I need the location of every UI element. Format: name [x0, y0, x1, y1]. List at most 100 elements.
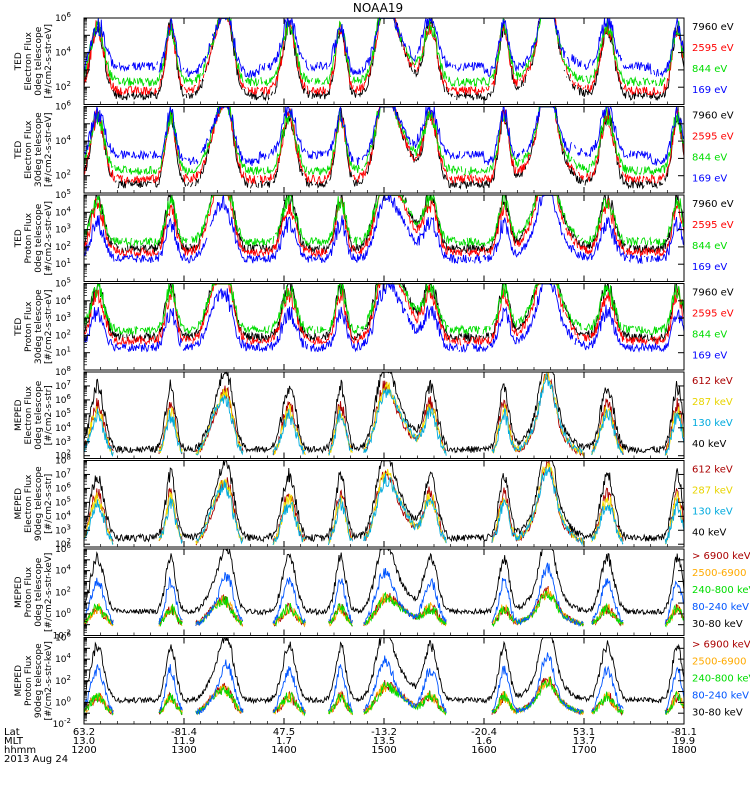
y-axis-label-line: [#/cm2-s-str-eV]: [44, 289, 54, 364]
y-axis-label-line: [#/cm2-s-str-eV]: [44, 24, 54, 99]
axis-row-value: 1600: [471, 745, 496, 756]
legend-entry: 80-240 keV: [692, 691, 749, 702]
y-tick-exponent: 5: [67, 407, 71, 415]
y-axis-label: MEPEDProton Flux0deg telescope[#/cm2-s-s…: [14, 553, 54, 632]
y-tick-label: 102: [55, 674, 71, 687]
legend-entry: 2595 eV: [692, 309, 734, 320]
axis-row-value: 1800: [671, 745, 696, 756]
y-tick-exponent: 4: [67, 134, 72, 142]
y-axis-label-line: Electron Flux: [24, 474, 34, 533]
y-tick-exponent: 4: [67, 421, 72, 429]
series-meped-proton-90deg-4: [83, 637, 685, 705]
series-meped-proton-0deg-0: [83, 585, 685, 628]
y-axis-label-line: [#/cm2-s-str-keV]: [44, 553, 54, 632]
series-ted-electron-0deg-2: [83, 16, 685, 88]
series-ted-electron-0deg-3: [83, 17, 685, 79]
axis-row-value: 1400: [271, 745, 296, 756]
y-tick-exponent: 0: [67, 607, 71, 615]
legend-entry: 287 keV: [692, 397, 733, 408]
y-tick-label: 107: [55, 467, 71, 480]
y-tick-exponent: 3: [67, 435, 71, 443]
axis-row-value: 47.5: [273, 727, 295, 738]
y-tick-exponent: 4: [67, 46, 72, 54]
y-tick-label: 10-2: [53, 717, 71, 730]
legend: 612 keV 287 keV 130 keV 40 keV: [692, 376, 733, 450]
axis-row-value: -81.1: [671, 727, 697, 738]
legend-entry: 7960 eV: [692, 199, 734, 210]
y-axis-label: TEDElectron Flux0deg telescope[#/cm2-s-s…: [14, 24, 54, 99]
y-tick-label: 104: [55, 652, 71, 665]
y-tick-label: 106: [55, 481, 71, 494]
axis-row-value: 13.7: [573, 736, 595, 747]
y-axis-label-line: Proton Flux: [24, 212, 34, 263]
legend-entry: 30-80 keV: [692, 708, 743, 719]
axis-row-value: -20.4: [471, 727, 497, 738]
axis-row-label: Lat: [4, 727, 20, 738]
axis-row-label: MLT: [4, 736, 24, 747]
y-tick-label: 102: [55, 80, 71, 93]
series-ted-electron-30deg-2: [83, 106, 685, 176]
y-tick-label: 106: [55, 100, 71, 113]
legend-entry: 2500-6900: [692, 657, 747, 668]
series-ted-proton-0deg-2: [83, 193, 685, 247]
legend-entry: 844 eV: [692, 153, 727, 164]
y-tick-label: 104: [55, 421, 71, 434]
y-axis-label-line: Proton Flux: [24, 301, 34, 352]
y-tick-label: 100: [55, 695, 71, 708]
y-axis-label: TEDProton Flux0deg telescope[#/cm2-s-str…: [14, 201, 54, 276]
y-tick-exponent: 1: [67, 346, 71, 354]
series-ted-electron-0deg-1: [83, 17, 685, 96]
series-meped-proton-0deg-3: [83, 562, 685, 627]
y-tick-label: 102: [55, 169, 71, 182]
legend-entry: 612 keV: [692, 465, 733, 476]
axis-row-value: 1300: [171, 745, 196, 756]
legend-entry: 2595 eV: [692, 220, 734, 231]
legend-entry: 40 keV: [692, 528, 726, 539]
y-tick-exponent: 4: [67, 205, 72, 213]
y-tick-exponent: 3: [67, 311, 71, 319]
y-axis-label-line: TED: [14, 318, 24, 337]
y-axis-label-line: [#/cm2-s-str-eV]: [44, 112, 54, 187]
legend-entry: 240-800 keV: [692, 674, 750, 685]
y-tick-exponent: 4: [67, 652, 72, 660]
y-tick-exponent: 2: [67, 537, 71, 545]
legend-entry: 7960 eV: [692, 288, 734, 299]
y-tick-label: 103: [55, 311, 71, 324]
y-tick-exponent: 5: [67, 277, 71, 285]
y-tick-exponent: 4: [67, 294, 72, 302]
y-tick-exponent: 2: [67, 328, 71, 336]
y-tick-exponent: 6: [67, 11, 72, 19]
legend-entry: 169 eV: [692, 351, 727, 362]
y-tick-label: 103: [55, 523, 71, 536]
y-tick-label: 104: [55, 46, 71, 59]
y-tick-label: 104: [55, 205, 71, 218]
legend: > 6900 keV 2500-6900 240-800 keV 80-240 keV…: [692, 551, 750, 630]
legend: 7960 eV 2595 eV 844 eV 169 eV: [692, 288, 734, 362]
y-axis-label-line: MEPED: [14, 576, 24, 608]
y-axis-label-line: TED: [14, 141, 24, 160]
series-meped-electron-90deg-2: [83, 467, 685, 547]
y-tick-exponent: -2: [64, 717, 71, 725]
y-tick-label: 107: [55, 379, 71, 392]
y-tick-exponent: 8: [67, 454, 71, 462]
series-ted-electron-30deg-1: [83, 105, 685, 185]
panel-frame: [83, 106, 685, 194]
legend-entry: 844 eV: [692, 330, 727, 341]
legend-entry: 169 eV: [692, 262, 727, 273]
y-tick-exponent: 7: [67, 379, 71, 387]
y-axis-label-line: [#/cm2-s-str-keV]: [44, 641, 54, 720]
y-axis-label-line: TED: [14, 52, 24, 71]
y-axis-label-line: 0deg telescope: [34, 26, 44, 96]
y-axis-label-line: 0deg telescope: [34, 380, 44, 450]
legend: 7960 eV 2595 eV 844 eV 169 eV: [692, 22, 734, 96]
axis-row-value: 63.2: [73, 727, 95, 738]
y-tick-exponent: 6: [67, 631, 72, 639]
axis-row-value: 1500: [371, 745, 396, 756]
series-meped-proton-90deg-3: [83, 652, 685, 716]
y-axis-label-line: TED: [14, 229, 24, 248]
y-axis-label-line: MEPED: [14, 399, 24, 431]
legend-entry: 169 eV: [692, 85, 727, 96]
y-tick-exponent: 5: [67, 495, 71, 503]
